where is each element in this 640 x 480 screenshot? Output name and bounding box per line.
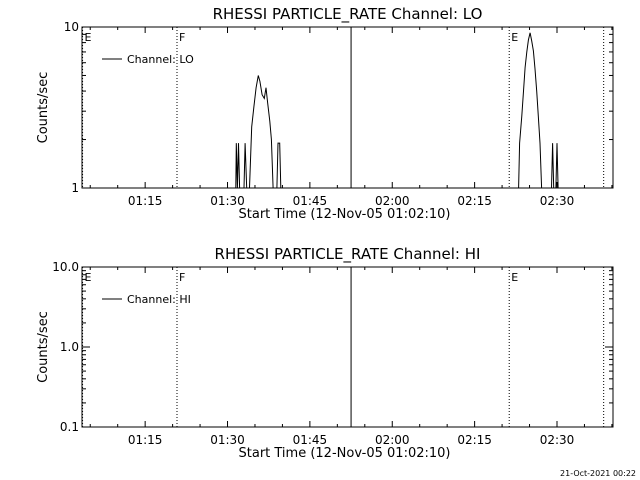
x-tick-label: 01:15	[128, 194, 163, 208]
legend-label: Channel: LO	[127, 53, 194, 66]
x-tick-label: 01:30	[210, 194, 245, 208]
x-tick-label: 01:30	[210, 433, 245, 447]
y-tick-label: 10	[64, 20, 79, 34]
event-marker-label: E	[511, 271, 518, 284]
event-marker-label: F	[179, 31, 185, 44]
chart-title: RHESSI PARTICLE_RATE Channel: HI	[215, 245, 481, 264]
event-marker-label: E	[85, 271, 92, 284]
y-tick-label: 0.1	[60, 420, 79, 434]
y-axis-label: Counts/sec	[36, 72, 51, 144]
x-tick-label: 02:15	[457, 194, 492, 208]
event-marker-label: E	[85, 31, 92, 44]
legend-label: Channel: HI	[127, 293, 191, 306]
y-tick-label: 1.0	[60, 340, 79, 354]
x-tick-label: 02:15	[457, 433, 492, 447]
series-line	[235, 32, 559, 189]
chart-title: RHESSI PARTICLE_RATE Channel: LO	[213, 5, 483, 24]
event-marker-label: F	[179, 271, 185, 284]
x-tick-label: 01:15	[128, 433, 163, 447]
y-tick-label: 10.0	[52, 260, 79, 274]
y-axis-label: Counts/sec	[36, 311, 51, 383]
panel-hi: RHESSI PARTICLE_RATE Channel: HI 01:15 01:…	[36, 245, 614, 461]
event-marker-label: E	[511, 31, 518, 44]
x-tick-label: 02:00	[375, 433, 410, 447]
footer-timestamp: 21-Oct-2021 00:22	[560, 469, 636, 478]
y-tick-label: 1	[71, 181, 79, 195]
x-axis-label: Start Time (12-Nov-05 01:02:10)	[239, 446, 451, 461]
x-axis-label: Start Time (12-Nov-05 01:02:10)	[239, 207, 451, 222]
panel-lo: RHESSI PARTICLE_RATE Channel: LO 01:15 01:…	[36, 5, 614, 222]
x-tick-label: 02:30	[540, 433, 575, 447]
x-tick-label: 01:45	[293, 194, 328, 208]
x-tick-label: 02:30	[540, 194, 575, 208]
x-tick-label: 02:00	[375, 194, 410, 208]
x-tick-label: 01:45	[293, 433, 328, 447]
